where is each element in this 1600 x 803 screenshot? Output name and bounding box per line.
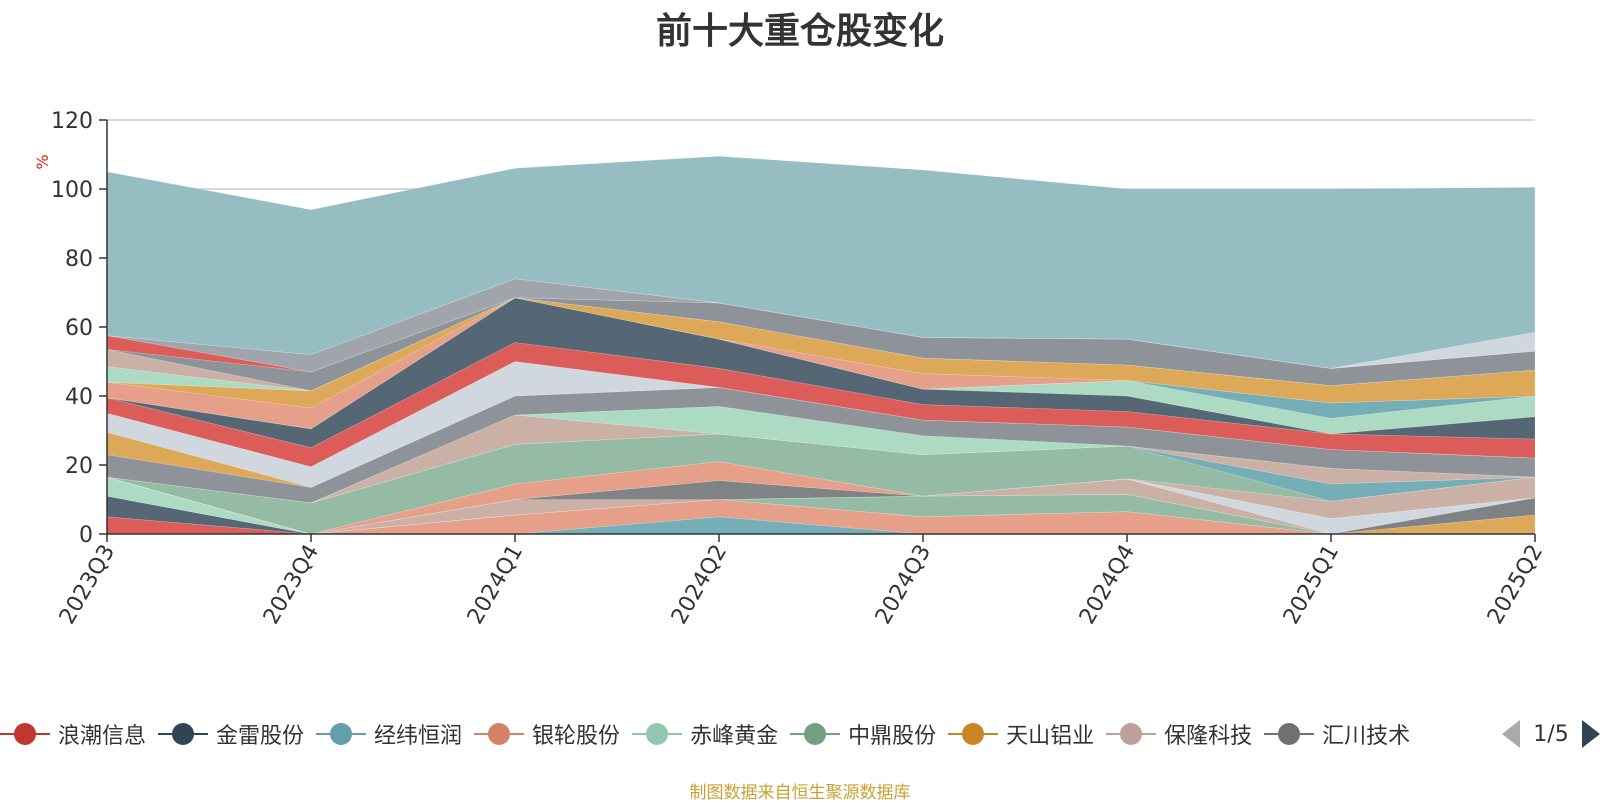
legend-prev-page-icon[interactable]: [1502, 720, 1520, 748]
legend: 浪潮信息 金雷股份 经纬恒润 银轮股份 赤峰黄金 中鼎股份 天山铝业 保隆科技 汇川技术: [0, 712, 1500, 756]
stacked-area-chart: 0 20 40 60 80 100 120 2023Q3 2023Q4 2024Q1 2024Q2 2…: [33, 109, 1548, 629]
legend-item[interactable]: 银轮股份: [474, 712, 620, 756]
y-tick-label: 80: [65, 247, 93, 272]
y-tick-label: 20: [65, 454, 93, 479]
legend-label: 浪潮信息: [58, 724, 147, 749]
y-tick-label: 60: [65, 316, 93, 341]
y-tick-label: 40: [65, 385, 93, 410]
legend-label: 经纬恒润: [374, 724, 463, 749]
legend-label: 银轮股份: [532, 724, 621, 749]
legend-item[interactable]: 浪潮信息: [0, 712, 146, 756]
legend-label: 赤峰黄金: [690, 724, 779, 749]
area-series: [106, 155, 1536, 535]
legend-swatch-icon: [0, 719, 50, 749]
legend-label: 保隆科技: [1164, 724, 1253, 749]
y-tick-label: 0: [79, 523, 93, 548]
legend-item[interactable]: 天山铝业: [948, 712, 1094, 756]
area-series-4: [106, 495, 1535, 535]
legend-label: 金雷股份: [216, 724, 305, 749]
chart-title: 前十大重仓股变化: [655, 11, 944, 52]
legend-label: 中鼎股份: [848, 724, 937, 749]
y-tick-label: 120: [51, 109, 93, 134]
x-tick-label: 2025Q2: [1483, 541, 1548, 629]
legend-swatch-icon: [316, 719, 367, 749]
x-tick-label: 2023Q4: [259, 541, 324, 629]
y-tick-label: 100: [51, 178, 93, 203]
x-tick-label: 2024Q2: [667, 541, 732, 629]
x-tick-label: 2025Q1: [1279, 541, 1344, 629]
legend-label: 汇川技术: [1322, 724, 1411, 749]
area-series-6: [106, 476, 1535, 535]
legend-label: 天山铝业: [1006, 724, 1095, 749]
legend-swatch-icon: [790, 719, 841, 749]
x-tick-label: 2024Q4: [1075, 541, 1140, 629]
legend-swatch-icon: [1106, 719, 1157, 749]
x-tick-label: 2024Q1: [463, 541, 528, 629]
legend-swatch-icon: [948, 719, 999, 749]
legend-swatch-icon: [474, 719, 525, 749]
legend-swatch-icon: [158, 719, 209, 749]
legend-item[interactable]: 中鼎股份: [790, 712, 936, 756]
legend-swatch-icon: [632, 719, 683, 749]
legend-item[interactable]: 经纬恒润: [316, 712, 462, 756]
legend-item[interactable]: 赤峰黄金: [632, 712, 778, 756]
legend-pager: 1/5: [1500, 712, 1600, 756]
legend-item[interactable]: 汇川技术: [1264, 712, 1410, 756]
legend-item[interactable]: 保隆科技: [1106, 712, 1252, 756]
legend-page-indicator: 1/5: [1533, 721, 1569, 747]
legend-item[interactable]: 金雷股份: [158, 712, 304, 756]
x-tick-label: 2023Q3: [55, 541, 120, 629]
x-tick-label: 2024Q3: [871, 541, 936, 629]
y-axis-label: %: [33, 154, 52, 169]
legend-next-page-icon[interactable]: [1582, 720, 1600, 748]
source-note: 制图数据来自恒生聚源数据库: [689, 783, 911, 803]
legend-swatch-icon: [1264, 719, 1315, 749]
area-series-32: [106, 155, 1536, 369]
